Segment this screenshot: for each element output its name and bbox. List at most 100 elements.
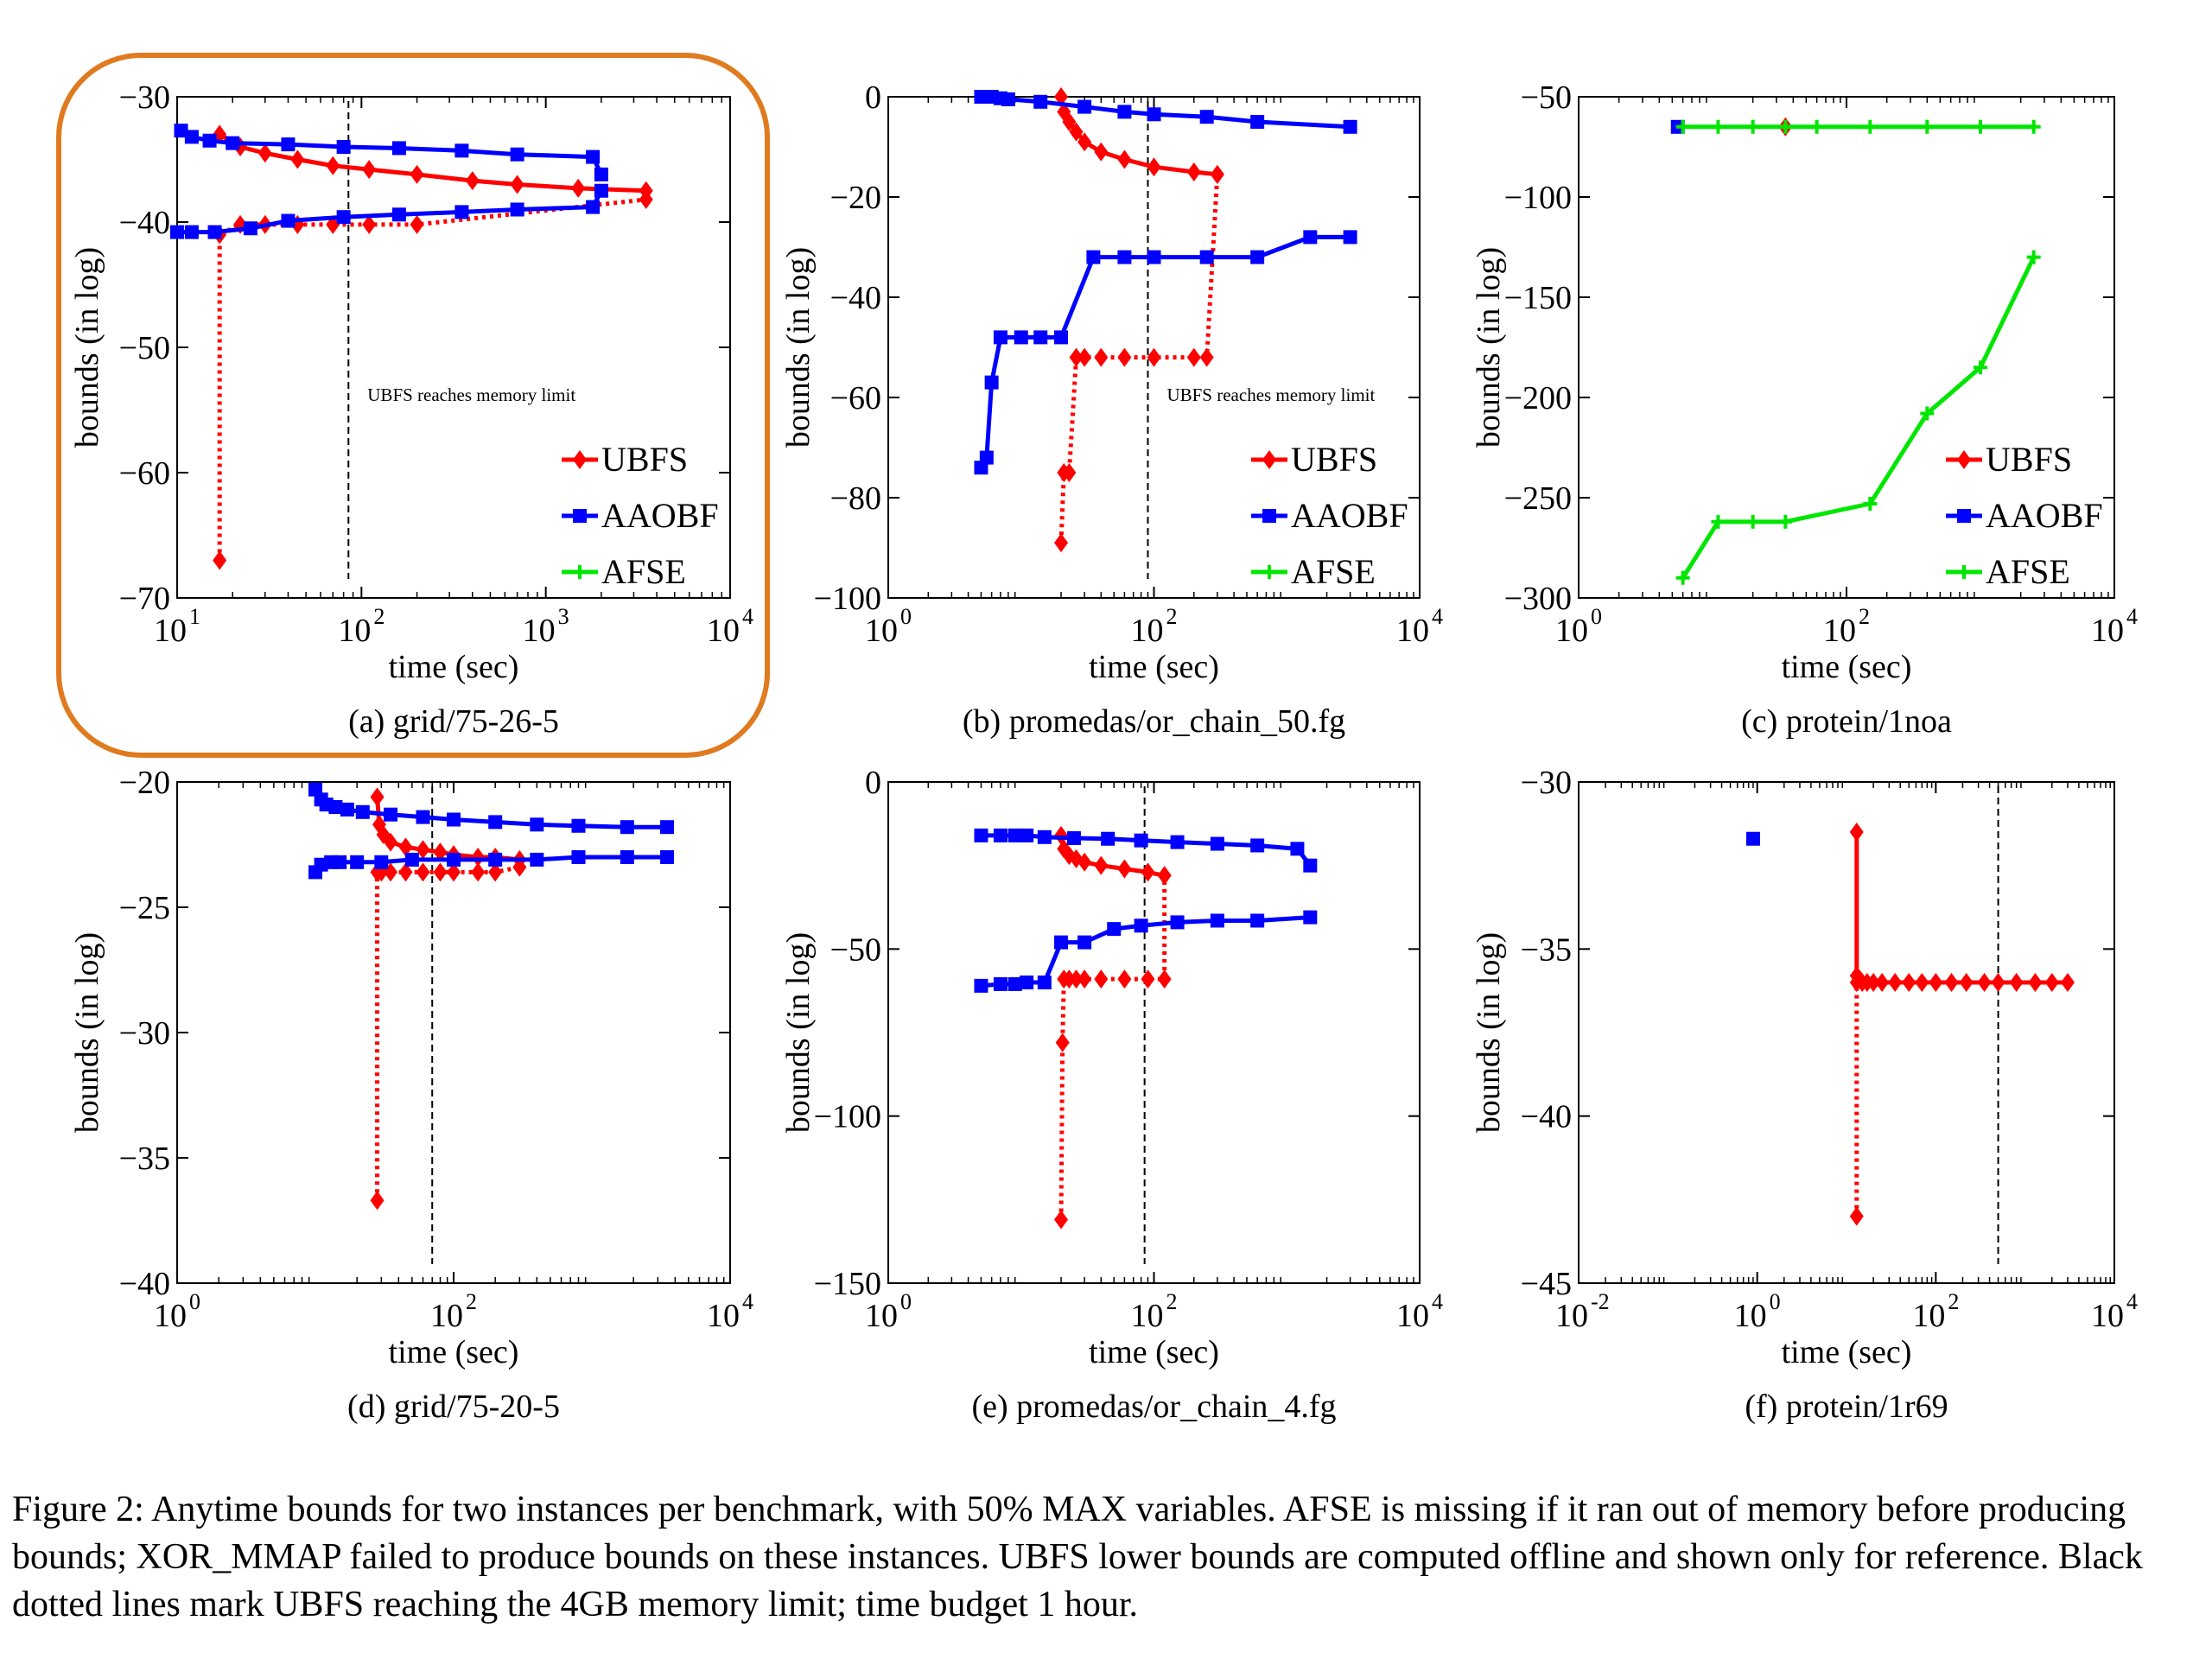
aaobf-marker [328, 800, 343, 814]
afse-marker [1778, 119, 1793, 134]
x-tick-exponent: 0 [900, 604, 912, 629]
x-tick-label: 10 [1396, 1298, 1429, 1334]
aaobf-marker [571, 818, 586, 833]
aaobf-marker [1170, 915, 1185, 930]
plot-area [1578, 781, 2115, 1284]
legend-label-ubfs: UBFS [601, 440, 688, 479]
ubfs-marker [1094, 347, 1109, 367]
aaobf-marker [281, 213, 296, 228]
ubfs-marker [1157, 866, 1172, 886]
panel-subtitle: (d) grid/75-20-5 [347, 1389, 560, 1425]
x-tick-label: 10 [338, 613, 371, 649]
ubfs-marker [1054, 87, 1069, 106]
aaobf-marker [391, 141, 406, 156]
aaobf-marker [350, 855, 365, 869]
ubfs-marker [1077, 132, 1092, 152]
figure-caption: Figure 2: Anytime bounds for two instanc… [12, 1490, 2143, 1624]
x-axis-label: time (sec) [1089, 649, 1219, 685]
aaobf-marker [184, 225, 199, 239]
series-ubfs-lower [213, 189, 653, 570]
x-tick-label: 10 [523, 613, 556, 649]
x-tick-exponent: 4 [2126, 604, 2138, 629]
y-tick-label: −100 [814, 581, 881, 617]
afse-marker [1863, 119, 1878, 134]
legend-label-afse: AFSE [601, 552, 686, 591]
ubfs-marker [1069, 347, 1084, 367]
ubfs-marker [433, 862, 448, 882]
aaobf-marker [571, 850, 586, 864]
y-tick-label: −150 [814, 1266, 881, 1302]
y-tick-label: −100 [1504, 180, 1572, 216]
aaobf-marker [226, 136, 240, 150]
ubfs-marker [1117, 347, 1132, 367]
x-axis-label: time (sec) [389, 649, 519, 685]
aaobf-marker [1054, 935, 1069, 950]
afse-marker [2026, 250, 2041, 264]
y-tick-label: −300 [1504, 581, 1572, 617]
y-tick-label: −60 [119, 455, 170, 492]
series-line [217, 197, 647, 561]
aaobf-marker [243, 221, 257, 236]
aaobf-marker [1054, 330, 1069, 345]
ubfs-marker [510, 175, 524, 194]
aaobf-marker [573, 509, 587, 523]
y-tick-label: −20 [119, 765, 170, 801]
afse-marker [1711, 514, 1726, 529]
series-aaobf-lower [974, 230, 1357, 475]
ubfs-marker [433, 842, 448, 862]
y-tick-label: −40 [830, 280, 881, 316]
ubfs-marker [1069, 122, 1084, 142]
aaobf-marker [1147, 250, 1161, 264]
aaobf-marker [530, 817, 544, 832]
y-tick-label: 0 [865, 765, 881, 801]
aaobf-marker [1262, 509, 1276, 523]
aaobf-marker [454, 205, 469, 219]
aaobf-marker [993, 828, 1007, 842]
memory-limit-label: UBFS reaches memory limit [367, 385, 575, 405]
y-tick-label: −250 [1504, 480, 1572, 517]
aaobf-marker [993, 976, 1007, 991]
ubfs-marker [1944, 973, 1959, 992]
aaobf-marker [1250, 250, 1265, 264]
ubfs-marker [1157, 969, 1172, 989]
ubfs-marker [1959, 973, 1974, 992]
y-tick-label: 0 [865, 79, 881, 116]
x-tick-label: 10 [865, 613, 898, 649]
plot-area [887, 781, 1421, 1284]
aaobf-marker [620, 820, 634, 835]
ubfs-marker [1262, 450, 1276, 469]
ubfs-marker [1902, 973, 1916, 992]
x-tick-exponent: 0 [189, 1289, 200, 1314]
aaobf-marker [1250, 838, 1265, 853]
aaobf-marker [1001, 92, 1015, 106]
aaobf-marker [1199, 250, 1214, 264]
legend: UBFS AAOBF AFSE [1946, 440, 2103, 591]
aaobf-marker [447, 812, 461, 827]
x-tick-label: 10 [1823, 613, 1856, 649]
afse-marker [1974, 119, 1987, 134]
x-axis-label: time (sec) [389, 1334, 519, 1370]
aaobf-marker [510, 147, 524, 162]
series-line [979, 234, 1351, 469]
ubfs-marker [571, 178, 586, 198]
aaobf-marker [974, 978, 988, 993]
x-tick-label: 10 [1555, 1298, 1588, 1334]
aaobf-marker [984, 375, 999, 390]
series-afse-lower [1675, 250, 2041, 585]
ubfs-marker [1055, 1033, 1070, 1052]
x-axis-label: time (sec) [1782, 1334, 1912, 1370]
series-aaobf-upper [1745, 831, 1760, 846]
y-axis-label: bounds (in log) [69, 247, 105, 448]
ubfs-marker [398, 837, 413, 857]
ubfs-marker [1866, 973, 1881, 992]
aaobf-marker [974, 90, 988, 104]
x-tick-label: 10 [430, 1298, 463, 1334]
ubfs-marker [1069, 969, 1084, 989]
ubfs-marker [1186, 347, 1201, 367]
afse-marker [1745, 514, 1760, 529]
aaobf-marker [340, 802, 354, 817]
aaobf-marker [974, 828, 988, 842]
